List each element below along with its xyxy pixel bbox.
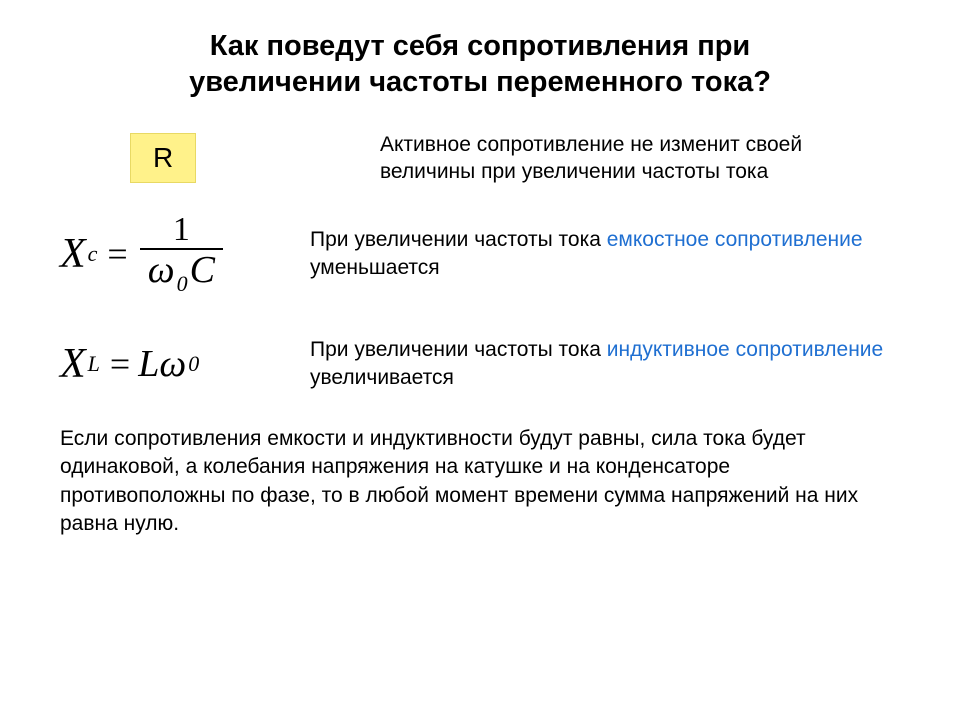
- xl-hl2: сопротивление: [736, 338, 884, 361]
- r-col: R: [60, 133, 380, 183]
- xc-numerator: 1: [165, 211, 198, 248]
- r-box: R: [130, 133, 196, 183]
- xc-description: При увеличении частоты тока емкостное со…: [310, 226, 900, 281]
- equals-icon: =: [110, 343, 130, 385]
- xc-subscript: c: [86, 241, 100, 267]
- omega-symbol: ω: [148, 249, 175, 291]
- omega-sub: 0: [175, 271, 190, 296]
- xl-description: При увеличении частоты тока индуктивное …: [310, 336, 900, 391]
- xc-denominator: ω0C: [140, 250, 223, 296]
- omega-symbol: ω: [159, 342, 186, 386]
- row-inductive: X L = Lω0 При увеличении частоты тока ин…: [60, 336, 900, 391]
- xl-formula: X L = Lω0: [60, 340, 201, 388]
- omega-sub: 0: [186, 351, 201, 377]
- xl-symbol: X: [60, 340, 86, 388]
- xc-desc-pre: При увеличении частоты тока: [310, 228, 601, 251]
- slide-page: Как поведут себя сопротивления при увели…: [0, 0, 960, 720]
- l-symbol: L: [138, 342, 159, 386]
- xc-symbol: X: [60, 230, 86, 278]
- xl-desc-pre: При увеличении частоты тока: [310, 338, 601, 361]
- title-line-1: Как поведут себя сопротивления при: [210, 30, 751, 62]
- xc-hl1: емкостное: [607, 228, 709, 251]
- xl-hl1: индуктивное: [607, 338, 730, 361]
- footnote-paragraph: Если сопротивления емкости и индуктивнос…: [60, 425, 900, 538]
- xl-formula-col: X L = Lω0: [60, 340, 310, 388]
- r-description: Активное сопротивление не изменит своей …: [380, 131, 900, 186]
- xl-subscript: L: [86, 351, 102, 377]
- xc-fraction: 1 ω0C: [140, 211, 223, 296]
- xl-desc-post: увеличивается: [310, 366, 454, 389]
- equals-icon: =: [107, 233, 127, 275]
- xc-desc-post: уменьшается: [310, 256, 440, 279]
- row-capacitive: X c = 1 ω0C При увеличении частоты тока …: [60, 211, 900, 296]
- title-line-2: увеличении частоты переменного тока?: [189, 66, 771, 98]
- row-active-resistance: R Активное сопротивление не изменит свое…: [60, 131, 900, 186]
- xc-formula-col: X c = 1 ω0C: [60, 211, 310, 296]
- c-symbol: C: [190, 249, 215, 291]
- xc-hl2: сопротивление: [715, 228, 863, 251]
- xc-formula: X c = 1 ω0C: [60, 211, 223, 296]
- page-title: Как поведут себя сопротивления при увели…: [60, 28, 900, 101]
